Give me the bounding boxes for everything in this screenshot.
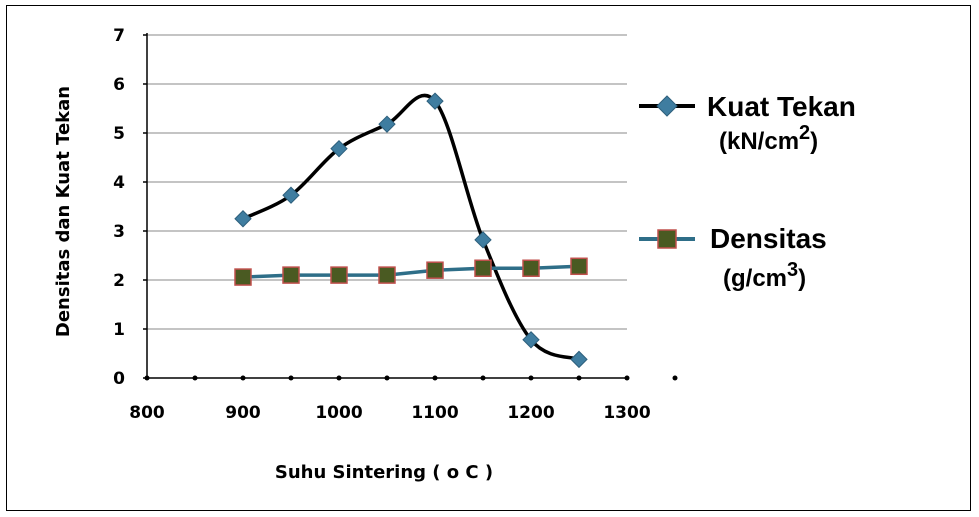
data-point-square: [282, 266, 300, 284]
legend: Kuat Tekan (kN/cm2) Densitas (g/cm3): [639, 91, 856, 292]
data-point-diamond: [474, 231, 492, 249]
y-tick-label: 1: [113, 320, 125, 340]
x-tick-label: 1000: [315, 403, 362, 423]
legend-item-densitas: Densitas (g/cm3): [639, 223, 827, 292]
x-axis-label: Suhu Sintering ( o C ): [275, 462, 493, 483]
legend-unit-text: (kN/cm: [719, 128, 799, 155]
data-point-square: [474, 259, 492, 277]
x-tick-dot: [480, 375, 486, 381]
legend-item-kuat-tekan: Kuat Tekan (kN/cm2): [639, 91, 856, 155]
legend-label-densitas: Densitas: [710, 223, 827, 254]
x-tick-label: 1100: [411, 403, 458, 423]
x-axis-tick-labels: 800 900 1000 1100 1200 1300: [129, 403, 651, 423]
x-tick-dot: [336, 375, 342, 381]
y-axis-label: Densitas dan Kuat Tekan: [53, 86, 74, 337]
x-tick-dot: [192, 375, 198, 381]
data-point-diamond: [522, 331, 540, 349]
x-tick-dot: [288, 375, 294, 381]
data-point-square: [378, 266, 396, 284]
y-tick-label: 4: [113, 173, 125, 193]
y-tick-label: 6: [113, 75, 125, 95]
legend-unit-close: ): [798, 265, 806, 292]
data-point-diamond: [378, 115, 396, 133]
x-tick-label: 800: [129, 403, 165, 423]
x-tick-dot: [240, 375, 246, 381]
legend-unit-densitas: (g/cm3): [723, 259, 806, 292]
gridlines: [147, 34, 627, 330]
axes: [143, 33, 678, 381]
data-point-square: [330, 266, 348, 284]
x-tick-dot: [576, 375, 582, 381]
x-tick-label: 1300: [603, 403, 650, 423]
series-kuat-tekan: [234, 92, 588, 369]
x-tick-label: 900: [225, 403, 261, 423]
legend-unit-close: ): [810, 128, 818, 155]
data-point-square: [234, 268, 252, 286]
x-tick-dot: [672, 375, 678, 381]
line-chart: 0 1 2 3 4 5 6 7 800 900 1000 1100 1200 1300 Densitas…: [53, 26, 856, 483]
data-point-square: [426, 261, 444, 279]
legend-unit-text: (g/cm: [723, 265, 787, 292]
series-layer: [234, 92, 588, 369]
chart-frame: 0 1 2 3 4 5 6 7 800 900 1000 1100 1200 1300 Densitas…: [6, 5, 971, 511]
data-point-square: [522, 259, 540, 277]
x-tick-dot: [624, 375, 630, 381]
data-point-diamond: [282, 186, 300, 204]
series-densitas: [234, 257, 588, 286]
data-point-diamond: [570, 350, 588, 369]
y-tick-label: 7: [113, 26, 125, 46]
data-point-square: [570, 257, 588, 276]
legend-marker-diamond: [656, 95, 678, 117]
x-tick-dot: [144, 375, 150, 381]
legend-unit-superscript: 2: [799, 122, 810, 144]
x-tick-dot: [384, 375, 390, 381]
y-axis-tick-labels: 0 1 2 3 4 5 6 7: [113, 26, 125, 389]
series-line: [242, 93, 580, 362]
data-point-diamond: [426, 92, 444, 110]
x-tick-dot: [528, 375, 534, 381]
y-tick-label: 5: [113, 124, 125, 144]
x-tick-label: 1200: [507, 403, 554, 423]
legend-marker-square: [657, 229, 677, 249]
legend-unit-kuat-tekan: (kN/cm2): [719, 122, 818, 155]
y-tick-label: 2: [113, 271, 125, 291]
y-tick-label: 0: [113, 369, 125, 389]
legend-unit-superscript: 3: [787, 259, 798, 281]
y-tick-label: 3: [113, 222, 125, 242]
x-tick-dot: [432, 375, 438, 381]
legend-label-kuat-tekan: Kuat Tekan: [707, 91, 856, 122]
data-point-diamond: [234, 210, 252, 228]
data-point-diamond: [330, 139, 348, 158]
